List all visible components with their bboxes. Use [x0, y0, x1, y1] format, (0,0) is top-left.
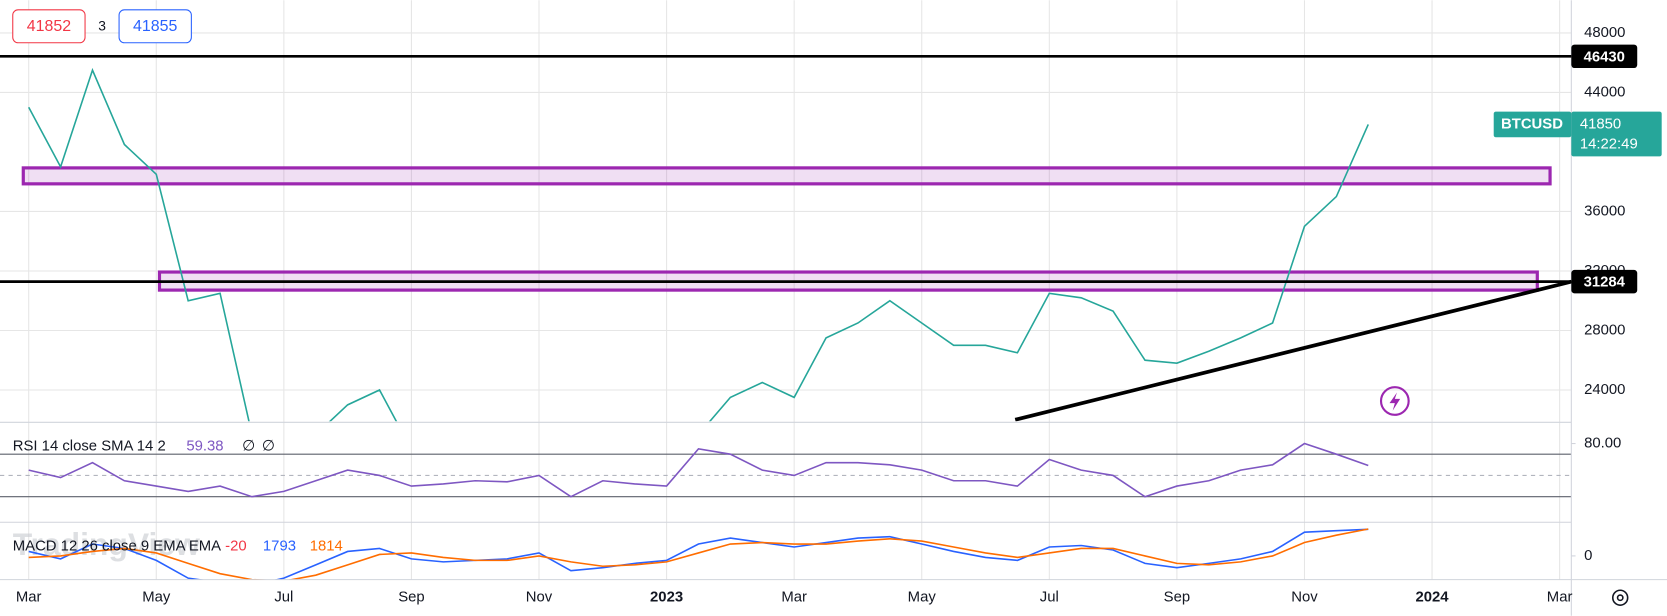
last-price-bg: [1571, 111, 1662, 157]
x-tick-label: May: [908, 590, 937, 606]
x-tick-label: Mar: [16, 590, 42, 606]
hline-label-bg: [1571, 44, 1638, 69]
hline-label: 46430: [1584, 49, 1625, 65]
y-tick-label: 28000: [1584, 322, 1625, 338]
settings-icon[interactable]: [1611, 589, 1629, 606]
indicator-readout: 59.38: [186, 439, 223, 455]
countdown: 14:22:49: [1580, 137, 1638, 153]
indicator-readout: 1814: [310, 539, 343, 555]
indicator-title: RSI 14 close SMA 14 2: [13, 439, 166, 455]
series-line: [28, 528, 1369, 580]
sell-price: 41852: [27, 18, 71, 35]
series-line: [28, 528, 1369, 580]
indicator-readout: ∅: [242, 439, 255, 455]
alert-icon[interactable]: [1379, 386, 1410, 416]
x-tick-label: Jul: [1040, 590, 1059, 606]
y-tick-label: 48000: [1584, 25, 1625, 41]
x-tick-label: Sep: [398, 590, 424, 606]
x-tick-label: Sep: [1164, 590, 1190, 606]
y-tick-label: 0: [1584, 548, 1592, 564]
plot-layer: TradingView: [0, 0, 1572, 580]
indicator-readout: ∅: [262, 439, 275, 455]
symbol-label: BTCUSD: [1501, 116, 1563, 132]
series-line: [28, 442, 1369, 498]
last-price: 41850: [1580, 116, 1621, 132]
trend-line: [1014, 279, 1572, 422]
indicator-title: MACD 12 26 close 9 EMA EMA: [13, 539, 221, 555]
x-tick-label: 2023: [650, 590, 683, 606]
x-tick-label: Nov: [1291, 590, 1318, 606]
hline-label: 31284: [1584, 275, 1626, 291]
y-tick-label: 44000: [1584, 84, 1625, 100]
x-tick-label: Jul: [274, 590, 293, 606]
indicator-readout: -20: [225, 539, 247, 555]
hline-label-bg: [1571, 269, 1638, 294]
spread: 3: [98, 17, 106, 33]
x-tick-label: Mar: [1547, 590, 1573, 606]
x-tick-label: Nov: [526, 590, 553, 606]
y-tick-label: 36000: [1584, 203, 1625, 219]
x-tick-label: 2024: [1415, 590, 1449, 606]
y-tick-label: 80.00: [1584, 435, 1621, 451]
x-tick-label: May: [142, 590, 171, 606]
zone: [21, 166, 1552, 186]
series-line: [28, 67, 1369, 422]
sell-box: [12, 9, 86, 44]
y-tick-label: 24000: [1584, 382, 1625, 398]
symbol-label-bg: [1493, 111, 1572, 138]
buy-box: [118, 9, 192, 44]
x-tick-label: Mar: [781, 590, 807, 606]
buy-price: 41855: [133, 18, 177, 35]
alert-icon-bolt: [1389, 392, 1401, 411]
settings-icon-center: [1616, 594, 1624, 602]
indicator-readout: 1793: [263, 539, 296, 555]
